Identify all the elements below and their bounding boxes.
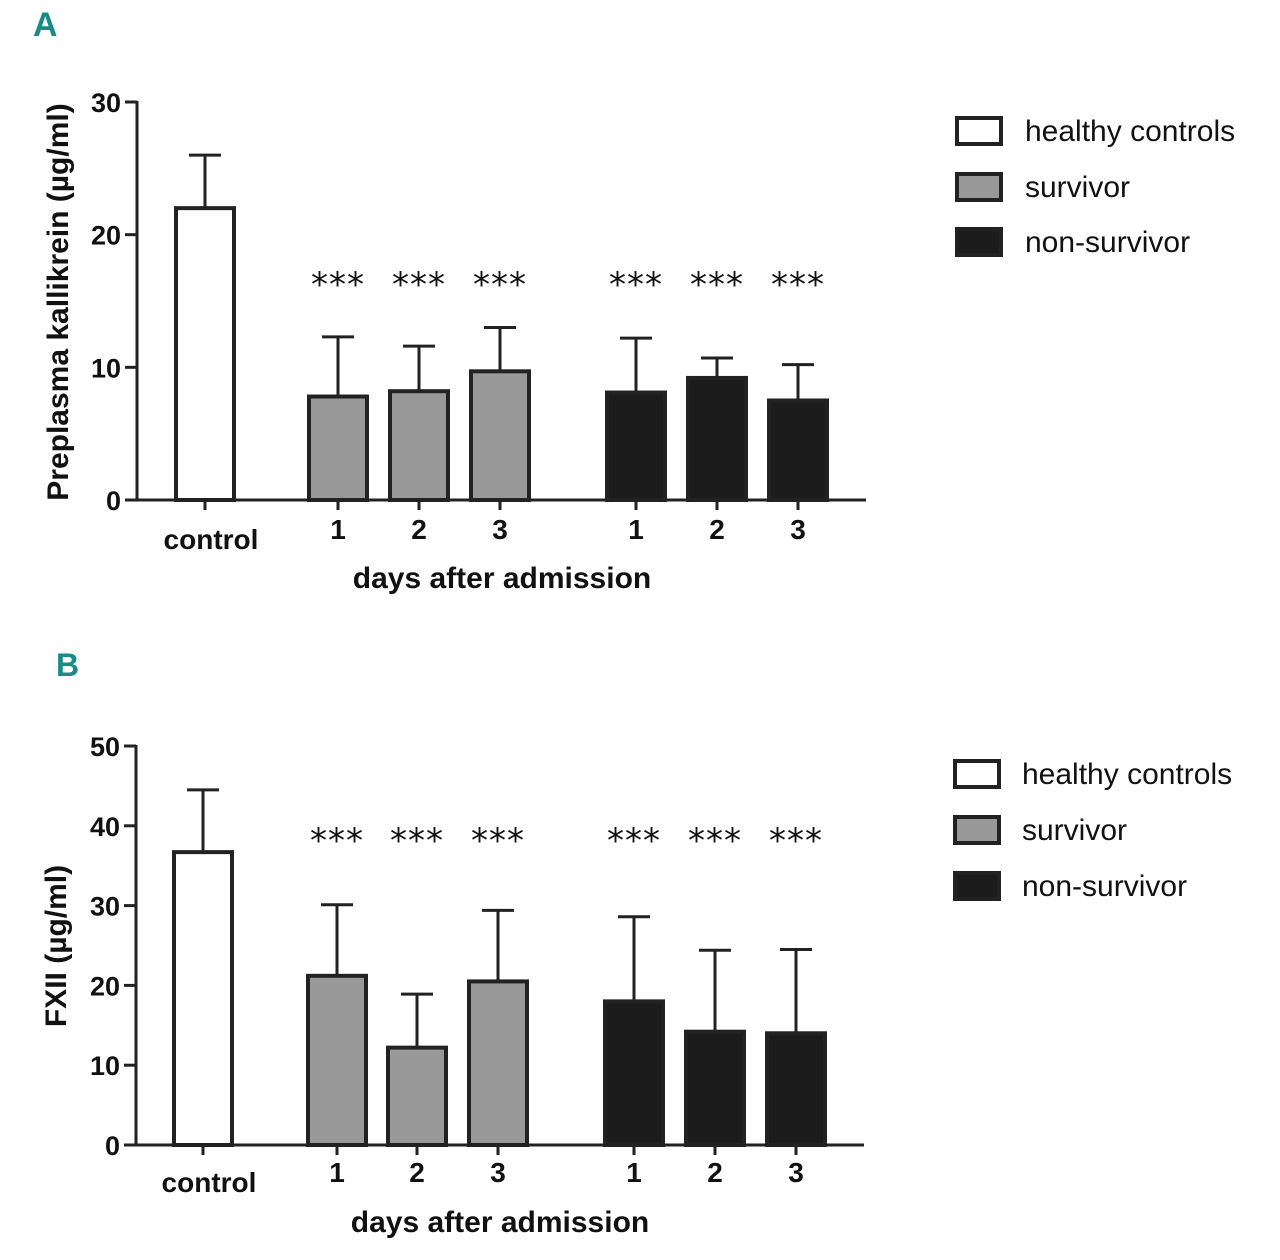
panel-b-legend: healthy controls survivor non-survivor — [953, 758, 1232, 903]
panel-b-significance-label: *** — [607, 821, 661, 861]
panel-a-bar — [469, 369, 531, 502]
panel-a-legend-label: survivor — [1025, 171, 1130, 204]
panel-b-legend-swatch — [953, 871, 1001, 901]
panel-a-bars: *** *** *** *** *** *** — [174, 153, 829, 503]
panel-b-legend-swatch — [953, 815, 1001, 845]
panel-a-x-tick-label: 2 — [709, 514, 725, 545]
panel-a-y-tick-label: 10 — [91, 353, 121, 383]
panel-a-chart: A Preplasma kallikrein (µg/ml) days afte… — [33, 6, 1235, 595]
panel-b-letter: B — [56, 647, 79, 683]
panel-b-bar — [765, 1031, 827, 1148]
panel-a-axes: 0 10 20 30 control 1 2 3 1 2 3 — [91, 88, 866, 555]
panel-a-legend-label: non-survivor — [1025, 226, 1190, 259]
panel-b-bar — [386, 1045, 448, 1148]
panel-a-x-tick-label: 1 — [330, 514, 346, 545]
panel-a-legend-swatch — [955, 227, 1003, 257]
panel-a-legend-swatch — [955, 172, 1003, 202]
panel-a-x-tick-label: 3 — [790, 514, 806, 545]
panel-b-y-tick-label: 30 — [90, 892, 120, 922]
panel-a-bar — [767, 398, 829, 502]
panel-a-significance-label: *** — [771, 265, 825, 305]
panel-a-significance-label: *** — [311, 265, 365, 305]
panel-a-x-tick-label: 1 — [628, 514, 644, 545]
panel-b-significance-label: *** — [688, 821, 742, 861]
panel-b-y-tick-label: 20 — [90, 971, 120, 1001]
panel-b-legend-label: healthy controls — [1022, 758, 1232, 791]
panel-a-letter: A — [33, 6, 58, 44]
panel-b-bar — [603, 999, 665, 1147]
panel-a-bar — [174, 206, 236, 502]
panel-a-x-axis-title: days after admission — [353, 562, 651, 595]
panel-b-bar — [306, 973, 368, 1147]
panel-a-x-tick-label: 3 — [492, 514, 508, 545]
panel-a-significance-label: *** — [609, 265, 663, 305]
panel-a-y-tick-label: 0 — [106, 486, 121, 516]
panel-b-x-tick-label: 1 — [626, 1157, 642, 1188]
panel-a-y-tick-label: 30 — [91, 88, 121, 118]
panel-a-y-axis-title: Preplasma kallikrein (µg/ml) — [42, 103, 75, 500]
panel-a-x-tick-label: control — [164, 524, 259, 555]
panel-b-x-tick-label: 2 — [409, 1157, 425, 1188]
panel-b-x-tick-label: 3 — [788, 1157, 804, 1188]
panel-b-bar — [467, 979, 529, 1147]
panel-b-legend-label: non-survivor — [1022, 870, 1187, 903]
panel-a-bar — [605, 390, 667, 503]
panel-b-x-axis-title: days after admission — [351, 1206, 649, 1239]
panel-b-x-tick-label: control — [162, 1167, 257, 1198]
panel-a-significance-label: *** — [392, 265, 446, 305]
panel-a-significance-label: *** — [473, 265, 527, 305]
panel-b-y-tick-label: 0 — [105, 1131, 120, 1161]
panel-b-significance-label: *** — [390, 821, 444, 861]
panel-a-x-tick-label: 2 — [411, 514, 427, 545]
panel-b-x-tick-label: 1 — [329, 1157, 345, 1188]
panel-b-x-tick-label: 2 — [707, 1157, 723, 1188]
panel-b-chart: B FXII (µg/ml) days after admission 0 10 2… — [40, 647, 1232, 1239]
panel-b-y-tick-label: 40 — [90, 812, 120, 842]
panel-a-legend-label: healthy controls — [1025, 115, 1235, 148]
panel-a-bar — [388, 389, 450, 503]
panel-a-significance-label: *** — [690, 265, 744, 305]
panel-b-y-axis-title: FXII (µg/ml) — [40, 865, 73, 1027]
panel-b-bar — [172, 850, 234, 1147]
panel-a-legend: healthy controls survivor non-survivor — [955, 115, 1235, 259]
panel-a-y-tick-label: 20 — [91, 221, 121, 251]
panel-b-bar — [684, 1029, 746, 1147]
panel-b-legend-label: survivor — [1022, 814, 1127, 847]
panel-b-significance-label: *** — [310, 821, 364, 861]
panel-b-significance-label: *** — [769, 821, 823, 861]
panel-b-y-tick-label: 50 — [90, 732, 120, 762]
panel-b-y-tick-label: 10 — [90, 1051, 120, 1081]
panel-a-legend-swatch — [955, 116, 1003, 146]
panel-b-legend-swatch — [953, 759, 1001, 789]
panel-b-bars: *** *** *** *** *** *** — [172, 788, 827, 1148]
panel-a-bar — [307, 394, 369, 502]
panel-a-bar — [686, 375, 748, 502]
panel-b-significance-label: *** — [471, 821, 525, 861]
panel-b-x-tick-label: 3 — [490, 1157, 506, 1188]
